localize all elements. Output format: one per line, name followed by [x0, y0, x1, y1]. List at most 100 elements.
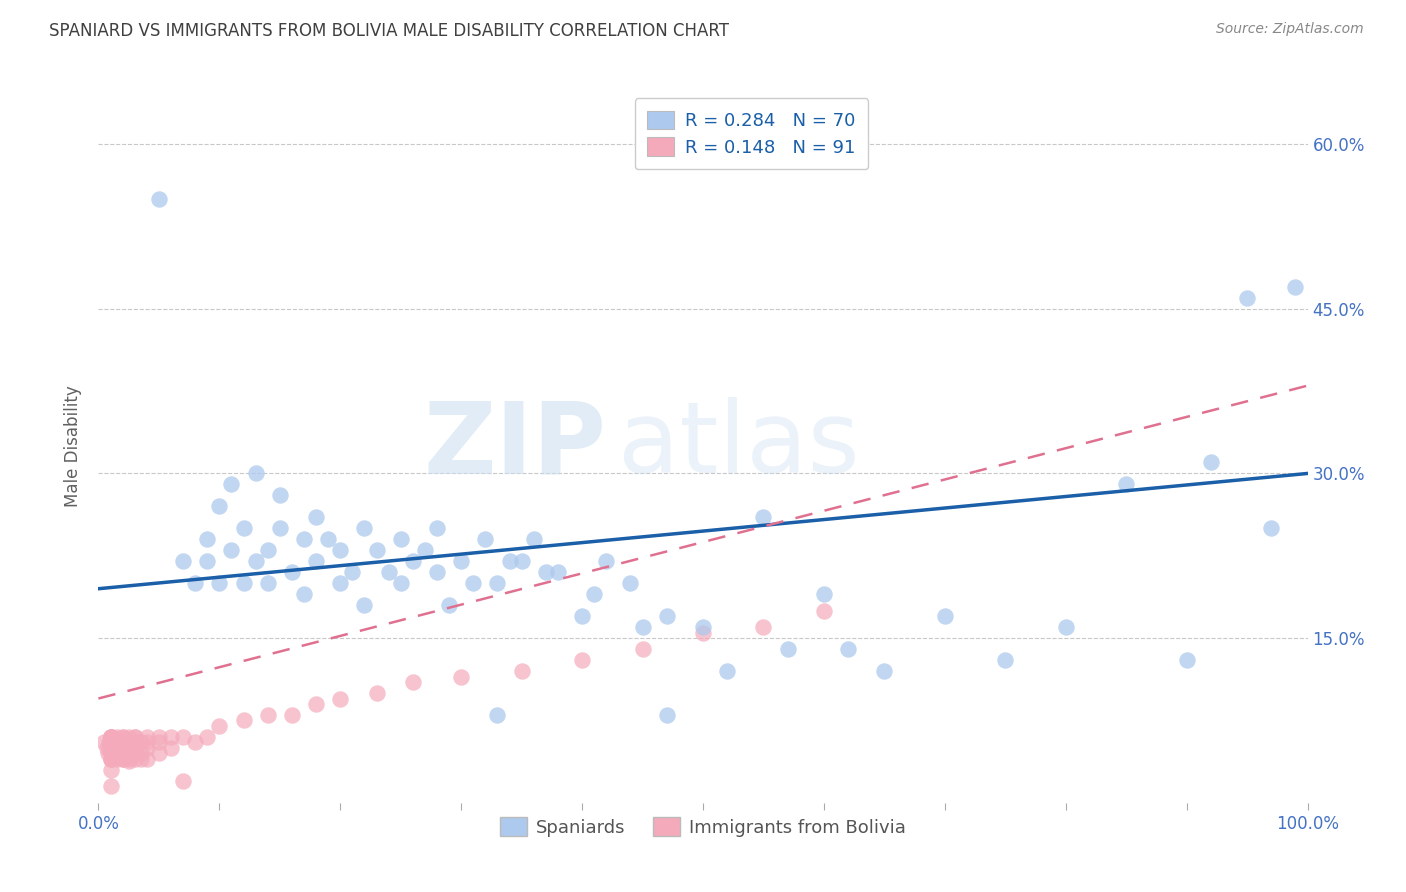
Point	[292, 533, 315, 547]
Point	[100, 740, 122, 755]
Point	[105, 747, 128, 761]
Point	[571, 609, 593, 624]
Point	[752, 510, 775, 524]
Point	[269, 488, 291, 502]
Point	[111, 752, 134, 766]
Point	[498, 554, 520, 568]
Point	[450, 554, 472, 568]
Point	[366, 543, 388, 558]
Point	[100, 735, 122, 749]
Point	[1175, 653, 1198, 667]
Point	[281, 566, 304, 580]
Point	[100, 730, 122, 744]
Point	[124, 740, 146, 755]
Point	[776, 642, 799, 657]
Point	[232, 521, 254, 535]
Point	[148, 747, 170, 761]
Point	[93, 735, 115, 749]
Point	[595, 554, 617, 568]
Point	[111, 735, 134, 749]
Point	[118, 747, 141, 761]
Point	[100, 735, 122, 749]
Point	[100, 780, 122, 794]
Point	[692, 620, 714, 634]
Point	[450, 669, 472, 683]
Point	[353, 598, 375, 612]
Point	[1236, 291, 1258, 305]
Point	[329, 691, 352, 706]
Point	[1260, 521, 1282, 535]
Point	[994, 653, 1017, 667]
Point	[631, 642, 654, 657]
Point	[124, 752, 146, 766]
Point	[111, 740, 134, 755]
Text: atlas: atlas	[619, 398, 860, 494]
Point	[208, 500, 231, 514]
Point	[100, 730, 122, 744]
Point	[111, 747, 134, 761]
Point	[716, 664, 738, 678]
Point	[100, 740, 122, 755]
Point	[256, 543, 278, 558]
Point	[129, 747, 152, 761]
Point	[631, 620, 654, 634]
Point	[118, 752, 141, 766]
Point	[402, 675, 425, 690]
Text: SPANIARD VS IMMIGRANTS FROM BOLIVIA MALE DISABILITY CORRELATION CHART: SPANIARD VS IMMIGRANTS FROM BOLIVIA MALE…	[49, 22, 730, 40]
Point	[100, 740, 122, 755]
Point	[547, 566, 569, 580]
Point	[105, 752, 128, 766]
Point	[100, 730, 122, 744]
Point	[195, 730, 218, 744]
Point	[329, 576, 352, 591]
Point	[692, 625, 714, 640]
Point	[124, 730, 146, 744]
Point	[100, 730, 122, 744]
Point	[111, 735, 134, 749]
Text: Source: ZipAtlas.com: Source: ZipAtlas.com	[1216, 22, 1364, 37]
Point	[97, 747, 120, 761]
Point	[100, 740, 122, 755]
Point	[934, 609, 956, 624]
Point	[98, 735, 121, 749]
Point	[208, 576, 231, 591]
Point	[305, 697, 328, 711]
Point	[105, 735, 128, 749]
Point	[269, 521, 291, 535]
Point	[366, 686, 388, 700]
Point	[160, 740, 183, 755]
Point	[813, 604, 835, 618]
Point	[105, 730, 128, 744]
Point	[534, 566, 557, 580]
Point	[100, 752, 122, 766]
Point	[195, 554, 218, 568]
Point	[305, 554, 328, 568]
Point	[100, 747, 122, 761]
Point	[100, 747, 122, 761]
Point	[129, 735, 152, 749]
Point	[208, 719, 231, 733]
Point	[510, 554, 533, 568]
Point	[510, 664, 533, 678]
Point	[124, 747, 146, 761]
Point	[256, 708, 278, 723]
Point	[172, 554, 194, 568]
Point	[655, 708, 678, 723]
Point	[100, 747, 122, 761]
Point	[389, 533, 412, 547]
Point	[221, 477, 243, 491]
Point	[135, 740, 157, 755]
Point	[232, 714, 254, 728]
Point	[118, 735, 141, 749]
Point	[100, 752, 122, 766]
Point	[486, 576, 509, 591]
Y-axis label: Male Disability: Male Disability	[65, 385, 83, 507]
Point	[256, 576, 278, 591]
Point	[124, 740, 146, 755]
Point	[583, 587, 606, 601]
Point	[135, 730, 157, 744]
Point	[1284, 280, 1306, 294]
Point	[100, 735, 122, 749]
Point	[389, 576, 412, 591]
Point	[353, 521, 375, 535]
